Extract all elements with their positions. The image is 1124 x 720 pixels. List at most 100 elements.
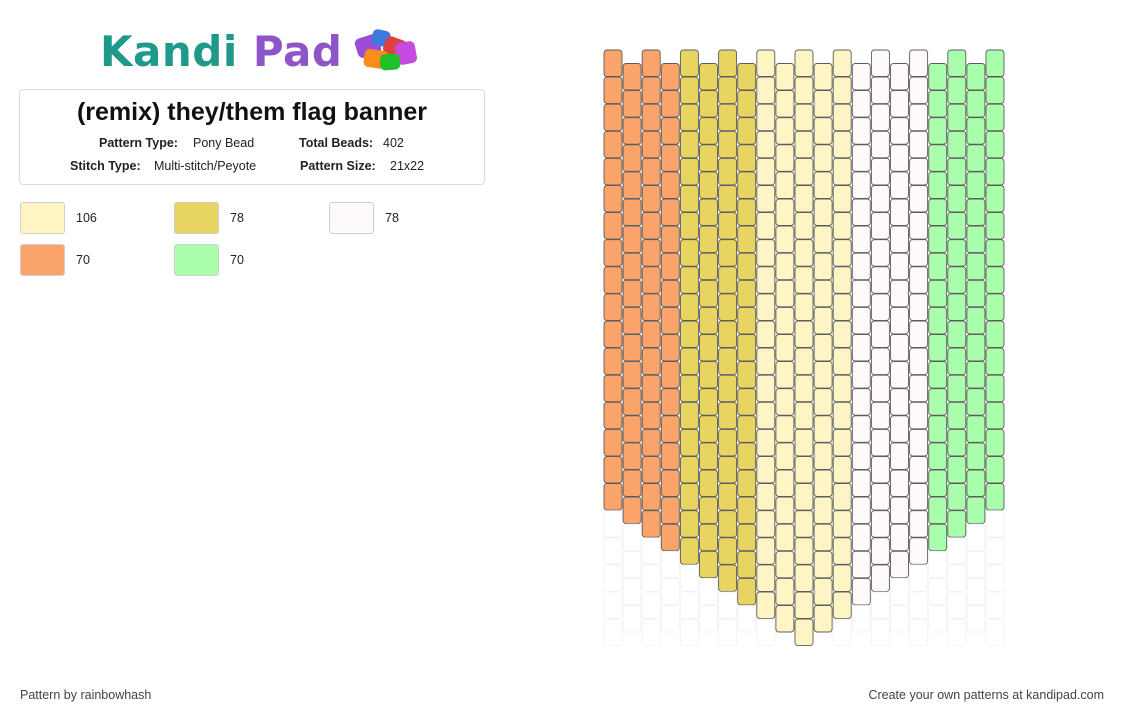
bead <box>737 252 757 281</box>
color-swatch-green: 70 <box>174 244 244 276</box>
bead <box>603 401 623 430</box>
bead <box>909 103 929 132</box>
bead <box>679 483 699 511</box>
bead <box>699 144 718 172</box>
swatch-count: 78 <box>230 211 244 225</box>
bead <box>756 483 776 511</box>
bead <box>909 483 929 511</box>
bead <box>832 320 852 348</box>
bead <box>947 49 967 77</box>
bead <box>622 496 642 525</box>
bead <box>966 415 986 443</box>
bead <box>870 401 890 430</box>
bead <box>909 157 929 186</box>
bead <box>947 320 967 348</box>
empty-bead-slot <box>718 591 737 619</box>
bead <box>794 266 814 294</box>
bead <box>985 157 1005 186</box>
bead <box>641 185 661 213</box>
bead <box>832 103 852 132</box>
bead <box>679 320 699 348</box>
bead <box>699 334 718 362</box>
total-beads-label: Total Beads: <box>299 136 374 150</box>
empty-bead-slot <box>622 550 642 579</box>
bead <box>870 293 890 321</box>
bead <box>947 157 967 186</box>
empty-bead-slot <box>680 564 699 592</box>
bead <box>775 306 795 335</box>
bead <box>966 144 986 172</box>
empty-bead-slot <box>641 618 661 646</box>
empty-bead-slot <box>947 591 967 619</box>
empty-bead-slot <box>756 618 776 646</box>
bead <box>794 320 814 348</box>
empty-bead-slot <box>622 578 642 606</box>
pattern-size-label: Pattern Size: <box>300 159 376 173</box>
bead <box>928 171 948 199</box>
bead <box>660 306 680 335</box>
bead <box>985 347 1005 376</box>
kandipad-link[interactable]: Create your own patterns at kandipad.com <box>868 688 1104 702</box>
bead <box>947 374 967 403</box>
bead <box>947 239 967 267</box>
bead <box>890 63 909 91</box>
bead <box>851 496 871 525</box>
bead <box>737 90 757 118</box>
bead <box>737 496 757 525</box>
empty-bead-slot <box>660 578 680 606</box>
bead <box>775 415 795 443</box>
bead <box>718 428 738 457</box>
bead <box>756 510 776 538</box>
bead <box>660 361 680 389</box>
empty-bead-slot <box>928 550 948 579</box>
bead <box>641 103 661 132</box>
bead <box>622 117 642 145</box>
bead <box>813 442 833 470</box>
empty-bead-slot <box>985 618 1005 646</box>
empty-bead-slot <box>871 591 890 619</box>
bead <box>851 306 871 335</box>
beads-logo-icon <box>350 26 430 76</box>
empty-bead-slot <box>699 605 718 633</box>
bead <box>947 130 967 159</box>
bead <box>909 428 929 457</box>
bead <box>622 415 642 443</box>
bead <box>603 130 623 159</box>
bead <box>718 537 738 565</box>
empty-bead-slot <box>966 578 986 606</box>
bead <box>832 49 852 77</box>
bead <box>699 306 718 335</box>
bead <box>794 130 814 159</box>
bead <box>928 415 948 443</box>
pattern-info-card: (remix) they/them flag banner Pattern Ty… <box>19 89 485 185</box>
bead <box>603 293 623 321</box>
bead <box>928 496 948 525</box>
bead <box>660 415 680 443</box>
swatch-chip <box>20 202 65 234</box>
bead <box>679 130 699 159</box>
swatch-count: 78 <box>385 211 399 225</box>
bead <box>909 266 929 294</box>
bead <box>737 63 757 91</box>
bead <box>737 577 757 606</box>
bead <box>660 442 680 470</box>
kandipad-logo[interactable]: Kandi Pad <box>100 26 430 76</box>
bead <box>985 293 1005 321</box>
bead <box>622 144 642 172</box>
bead <box>737 306 757 335</box>
bead <box>947 428 967 457</box>
bead <box>660 469 680 497</box>
bead <box>966 469 986 497</box>
empty-bead-slot <box>851 605 871 633</box>
bead <box>679 185 699 213</box>
bead <box>775 252 795 281</box>
bead <box>603 483 623 511</box>
bead <box>832 185 852 213</box>
bead <box>985 266 1005 294</box>
bead <box>909 293 929 321</box>
bead <box>718 130 738 159</box>
bead <box>947 76 967 105</box>
bead <box>909 537 929 565</box>
empty-bead-slot <box>680 618 699 646</box>
bead <box>870 510 890 538</box>
